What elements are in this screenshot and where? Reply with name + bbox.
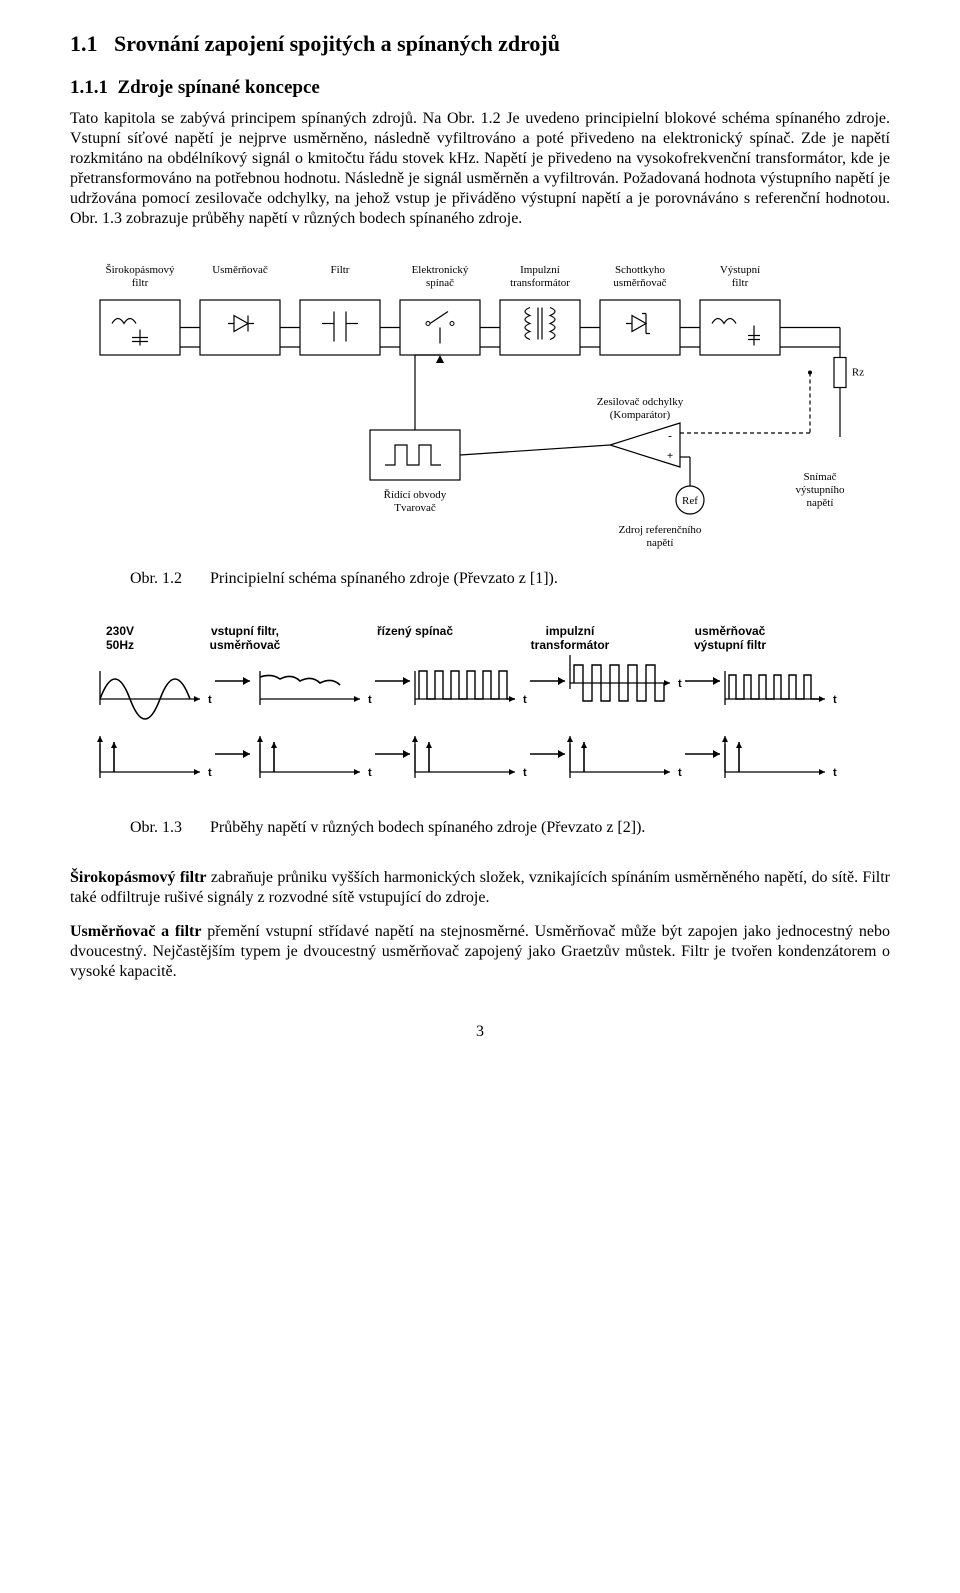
svg-text:Elektronický: Elektronický <box>412 264 469 276</box>
svg-text:Ref: Ref <box>682 495 698 507</box>
svg-text:transformátor: transformátor <box>510 277 570 289</box>
svg-text:t: t <box>208 767 212 779</box>
block-diagram-svg: ŠirokopásmovýfiltrUsměrňovačFiltrElektro… <box>70 255 890 555</box>
svg-text:t: t <box>833 694 837 706</box>
svg-text:230V: 230V <box>106 624 134 638</box>
figure-1-2: ŠirokopásmovýfiltrUsměrňovačFiltrElektro… <box>70 255 890 555</box>
svg-text:Tvarovač: Tvarovač <box>394 502 436 514</box>
svg-text:Zesilovač odchylky: Zesilovač odchylky <box>597 396 684 408</box>
paragraph-2-lead: Širokopásmový filtr <box>70 869 207 886</box>
svg-text:50Hz: 50Hz <box>106 638 134 652</box>
svg-text:napětí: napětí <box>647 537 674 549</box>
svg-text:Širokopásmový: Širokopásmový <box>105 264 175 276</box>
svg-text:napětí: napětí <box>807 497 834 509</box>
paragraph-2: Širokopásmový filtr zabraňuje průniku vy… <box>70 868 890 908</box>
svg-text:vstupní filtr,: vstupní filtr, <box>211 624 279 638</box>
svg-text:výstupního: výstupního <box>796 484 845 496</box>
svg-text:t: t <box>523 694 527 706</box>
section-title: Srovnání zapojení spojitých a spínaných … <box>114 31 560 56</box>
svg-text:impulzní: impulzní <box>546 624 595 638</box>
svg-text:Řídící obvody: Řídící obvody <box>384 489 447 501</box>
svg-text:t: t <box>678 767 682 779</box>
svg-text:Filtr: Filtr <box>331 264 350 276</box>
svg-text:transformátor: transformátor <box>531 638 610 652</box>
subsection-title: Zdroje spínané koncepce <box>118 77 320 98</box>
svg-text:Snímač: Snímač <box>804 471 837 483</box>
figure-1-3-label: Obr. 1.3 <box>130 819 182 836</box>
figure-1-3-caption: Obr. 1.3 Průběhy napětí v různých bodech… <box>130 818 890 838</box>
paragraph-3: Usměrňovač a filtr přemění vstupní stříd… <box>70 922 890 982</box>
subsection-number: 1.1.1 <box>70 77 108 98</box>
svg-text:usměrňovač: usměrňovač <box>695 624 766 638</box>
section-number: 1.1 <box>70 31 98 56</box>
svg-text:(Komparátor): (Komparátor) <box>610 409 671 421</box>
svg-text:t: t <box>523 767 527 779</box>
figure-1-3-text: Průběhy napětí v různých bodech spínanéh… <box>210 819 645 836</box>
svg-text:Rz: Rz <box>852 367 864 379</box>
svg-text:spínač: spínač <box>426 277 454 289</box>
svg-text:usměrňovač: usměrňovač <box>210 638 281 652</box>
svg-text:+: + <box>667 450 673 462</box>
svg-text:Usměrňovač: Usměrňovač <box>212 264 268 276</box>
svg-text:Výstupní: Výstupní <box>720 264 760 276</box>
page-number: 3 <box>70 1022 890 1042</box>
svg-text:výstupní filtr: výstupní filtr <box>694 638 766 652</box>
figure-1-2-caption: Obr. 1.2 Principielní schéma spínaného z… <box>130 569 890 589</box>
svg-text:-: - <box>668 430 672 442</box>
subsection-heading: 1.1.1 Zdroje spínané koncepce <box>70 76 890 100</box>
svg-text:t: t <box>833 767 837 779</box>
svg-text:Impulzní: Impulzní <box>520 264 560 276</box>
svg-text:filtr: filtr <box>132 277 149 289</box>
figure-1-2-text: Principielní schéma spínaného zdroje (Př… <box>210 570 558 587</box>
paragraph-1: Tato kapitola se zabývá principem spínan… <box>70 109 890 229</box>
paragraph-3-lead: Usměrňovač a filtr <box>70 923 202 940</box>
svg-text:t: t <box>368 767 372 779</box>
svg-text:Schottkyho: Schottkyho <box>615 264 666 276</box>
svg-text:Zdroj referenčního: Zdroj referenčního <box>619 524 702 536</box>
section-heading: 1.1 Srovnání zapojení spojitých a spínan… <box>70 30 890 58</box>
waveform-diagram-svg: 230V50Hzvstupní filtr,usměrňovačřízený s… <box>70 619 890 804</box>
svg-text:usměrňovač: usměrňovač <box>613 277 666 289</box>
svg-text:t: t <box>208 694 212 706</box>
svg-text:t: t <box>678 678 682 690</box>
svg-text:řízený spínač: řízený spínač <box>377 624 453 638</box>
svg-text:t: t <box>368 694 372 706</box>
figure-1-2-label: Obr. 1.2 <box>130 570 182 587</box>
svg-text:filtr: filtr <box>732 277 749 289</box>
figure-1-3: 230V50Hzvstupní filtr,usměrňovačřízený s… <box>70 619 890 804</box>
